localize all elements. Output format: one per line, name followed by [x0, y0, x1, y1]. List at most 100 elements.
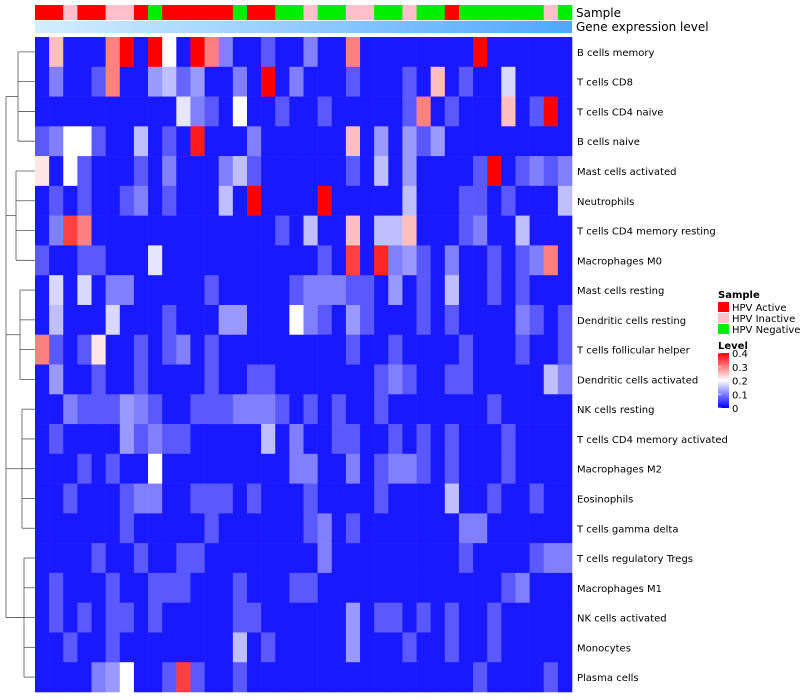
heatmap-cell — [275, 602, 290, 633]
heatmap-cell — [317, 662, 333, 693]
heatmap-cell — [105, 483, 121, 514]
heatmap-cell — [543, 632, 559, 663]
heatmap-cell — [458, 662, 474, 693]
heatmap-cell — [331, 66, 347, 97]
heatmap-cell — [162, 602, 177, 633]
sample-track-cell — [190, 5, 205, 20]
heatmap-cell — [388, 572, 403, 603]
heatmap-cell — [119, 453, 135, 484]
heatmap-cell — [275, 572, 290, 603]
heatmap-cell — [119, 602, 135, 633]
heatmap-cell — [402, 304, 417, 336]
heatmap-cell — [374, 483, 389, 514]
heatmap-cell — [416, 602, 431, 633]
heatmap-cell — [374, 37, 389, 68]
heatmap-cell — [119, 37, 135, 68]
heatmap-cell — [515, 602, 530, 633]
heatmap-cell — [317, 513, 333, 544]
heatmap-cell — [543, 126, 559, 157]
heatmap-cell — [473, 453, 488, 484]
heatmap-cell — [430, 96, 446, 127]
heatmap-cell — [261, 453, 276, 484]
level-tick-label: 0 — [732, 404, 738, 415]
heatmap-cell — [105, 275, 121, 306]
heatmap-cell — [232, 156, 248, 187]
heatmap-cell — [162, 66, 177, 97]
heatmap-cell — [261, 424, 276, 455]
heatmap-cell — [91, 543, 106, 574]
heatmap-cell — [190, 662, 205, 693]
heatmap-cell — [176, 453, 191, 484]
heatmap-cell — [515, 185, 530, 216]
row-label: T cells regulatory Tregs — [576, 554, 693, 565]
heatmap-cell — [402, 245, 417, 276]
heatmap-cell — [232, 215, 248, 246]
heatmap-cell — [487, 662, 502, 693]
heatmap-cell — [162, 662, 177, 693]
heatmap-cell — [289, 483, 304, 514]
heatmap-cell — [232, 185, 248, 216]
heatmap-cell — [331, 185, 347, 216]
heatmap-cell — [529, 572, 545, 603]
heatmap-cell — [487, 572, 502, 603]
heatmap-cell — [91, 364, 106, 395]
heatmap-cell — [473, 304, 488, 336]
heatmap-cell — [402, 602, 417, 633]
heatmap-cell — [63, 215, 78, 246]
heatmap-cell — [63, 126, 78, 157]
heatmap-cell — [246, 602, 262, 633]
heatmap-cell — [261, 185, 276, 216]
heatmap-cell — [543, 513, 559, 544]
heatmap-cell — [430, 424, 446, 455]
heatmap-cell — [246, 424, 262, 455]
sample-track-cell — [204, 5, 220, 20]
heatmap-cell — [204, 632, 220, 663]
heatmap-cell — [444, 66, 460, 97]
heatmap-cell — [360, 126, 375, 157]
heatmap-cell — [190, 215, 205, 246]
heatmap-cell — [529, 543, 545, 574]
heatmap-cell — [119, 215, 135, 246]
heatmap-cell — [275, 304, 290, 336]
heatmap-cell — [444, 245, 460, 276]
heatmap-cell — [190, 126, 205, 157]
heatmap-cell — [444, 156, 460, 187]
heatmap-cell — [77, 632, 92, 663]
row-label: NK cells resting — [577, 405, 654, 416]
heatmap-cell — [190, 66, 205, 97]
heatmap-cell — [360, 215, 375, 246]
sample-track-cell — [176, 5, 191, 20]
heatmap-cell — [148, 483, 163, 514]
heatmap-cell — [402, 215, 417, 246]
heatmap-cell — [49, 543, 64, 574]
heatmap-cell — [374, 632, 389, 663]
heatmap-cell — [63, 513, 78, 544]
heatmap-cell — [232, 66, 248, 97]
heatmap-cell — [63, 394, 78, 425]
sample-track-cell — [430, 5, 446, 20]
heatmap-cell — [190, 275, 205, 306]
heatmap-cell — [543, 394, 559, 425]
heatmap-cell — [176, 185, 191, 216]
heatmap-cell — [473, 424, 488, 455]
heatmap-cell — [444, 543, 460, 574]
heatmap-cell — [35, 156, 50, 187]
heatmap-cell — [275, 364, 290, 395]
heatmap-cell — [345, 394, 361, 425]
sample-track-cell — [473, 5, 488, 20]
heatmap-cell — [289, 245, 304, 276]
heatmap-cell — [416, 215, 431, 246]
heatmap-cell — [232, 126, 248, 157]
heatmap-cell — [416, 662, 431, 693]
heatmap-cell — [204, 483, 220, 514]
heatmap-cell — [275, 245, 290, 276]
heatmap-cell — [416, 126, 431, 157]
heatmap-cell — [487, 96, 502, 127]
heatmap-cell — [444, 334, 460, 365]
heatmap-cell — [176, 662, 191, 693]
heatmap-cell — [77, 424, 92, 455]
heatmap-cell — [416, 632, 431, 663]
heatmap-cell — [176, 572, 191, 603]
heatmap-cell — [487, 156, 502, 187]
heatmap-cell — [232, 513, 248, 544]
